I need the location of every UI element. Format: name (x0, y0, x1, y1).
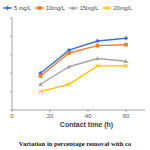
y-tick (10, 110, 12, 111)
data-point (95, 39, 99, 43)
y-tick (10, 91, 12, 92)
data-point (124, 43, 128, 47)
data-point (124, 64, 128, 68)
data-point (124, 59, 128, 63)
data-point (67, 65, 71, 69)
x-tick-label: 60 (123, 113, 130, 119)
legend-label: 10mg/L (46, 5, 65, 11)
data-point (67, 82, 71, 86)
data-point (38, 89, 42, 93)
x-tick-label: 0 (10, 113, 14, 119)
series-line (41, 66, 127, 92)
caption: Variation in percentage removal with co (19, 140, 132, 147)
legend-marker (38, 6, 42, 10)
plot-area (38, 36, 128, 94)
data-point (96, 44, 100, 48)
data-point (38, 82, 42, 86)
x-tick (88, 110, 89, 112)
legend-label: 5 mg/L (14, 5, 31, 11)
data-point (67, 51, 71, 55)
legend-marker (5, 6, 9, 10)
legend-label: 15mg/L (80, 5, 99, 11)
data-point (95, 64, 99, 68)
series-line (41, 58, 127, 84)
legend-marker (105, 6, 109, 10)
x-tick (50, 110, 51, 112)
x-axis-label: Contact time (h) (60, 121, 113, 129)
data-point (95, 56, 99, 60)
legend-label: 20mg/L (113, 5, 132, 11)
data-point (124, 36, 128, 40)
y-tick (10, 73, 12, 74)
x-axis (12, 110, 145, 111)
x-tick-label: 20 (47, 113, 54, 119)
chart: 0 20 40 60 Contact time (h) Variation in perc… (0, 0, 150, 150)
x-tick (126, 110, 127, 112)
legend: 5 mg/L 10mg/L 15mg/L 20mg/L (3, 5, 132, 11)
y-axis (12, 18, 13, 110)
y-tick (10, 54, 12, 55)
data-point (39, 74, 43, 78)
y-tick (10, 18, 12, 19)
y-tick (10, 36, 12, 37)
legend-marker (71, 6, 75, 10)
x-tick-label: 40 (85, 113, 92, 119)
series-line (41, 38, 127, 73)
